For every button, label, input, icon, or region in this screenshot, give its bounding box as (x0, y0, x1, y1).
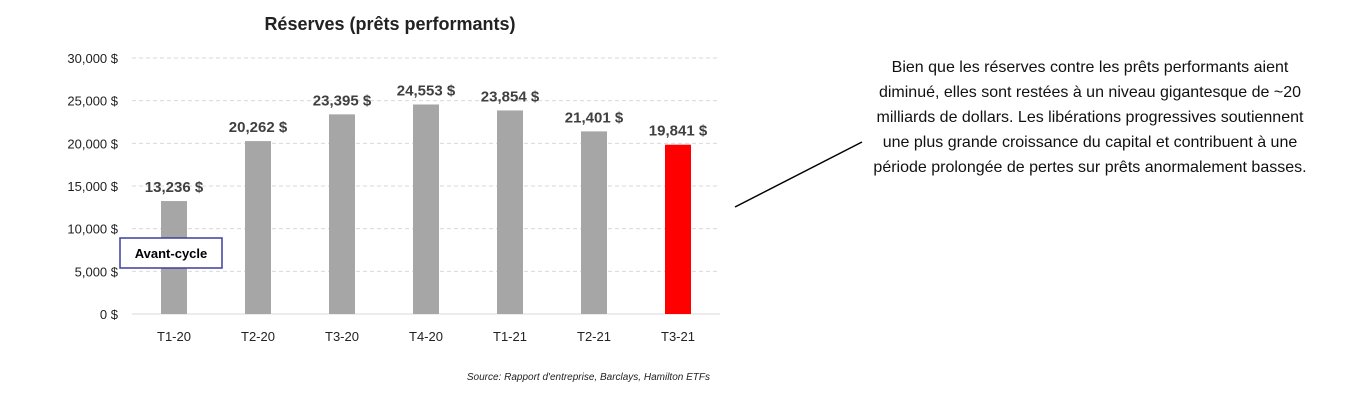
bar-t3-20 (329, 114, 355, 314)
y-tick-label: 30,000 $ (67, 51, 118, 66)
bar-t3-21 (665, 144, 691, 314)
data-label: 23,395 $ (313, 92, 372, 109)
x-tick-label: T4-20 (409, 329, 443, 344)
bar-t4-20 (413, 104, 439, 314)
bar-t2-21 (581, 131, 607, 314)
chart-title: Réserves (prêts performants) (264, 14, 515, 34)
x-tick-label: T1-21 (493, 329, 527, 344)
x-tick-label: T3-21 (661, 329, 695, 344)
y-tick-label: 15,000 $ (67, 179, 118, 194)
source-note: Source: Rapport d'entreprise, Barclays, … (467, 372, 710, 383)
bar-t1-21 (497, 110, 523, 315)
commentary-text: Bien que les réserves contre les prêts p… (873, 59, 1307, 176)
annotation-frame (119, 237, 223, 269)
y-tick-label: 20,000 $ (67, 136, 118, 151)
callout-line (734, 141, 863, 208)
x-tick-label: T2-20 (241, 329, 275, 344)
data-label: 23,854 $ (481, 88, 540, 105)
annotation-label: Avant-cycle (135, 246, 208, 261)
avant-cycle-box: Avant-cycle (119, 237, 223, 269)
data-label: 24,553 $ (397, 82, 456, 99)
data-labels: 13,236 $ 20,262 $ 23,395 $ 24,553 $ 23,854 $… (145, 82, 708, 196)
x-tick-label: T3-20 (325, 329, 359, 344)
data-label: 13,236 $ (145, 179, 204, 196)
x-axis-ticks: T1-20 T2-20 T3-20 T4-20 T1-21 T2-21 T3-21 (157, 329, 695, 344)
x-tick-label: T2-21 (577, 329, 611, 344)
data-label: 20,262 $ (229, 119, 288, 136)
y-tick-label: 10,000 $ (67, 222, 118, 237)
y-tick-label: 0 $ (100, 307, 119, 322)
annotation: Avant-cycle (119, 237, 223, 269)
y-tick-label: 25,000 $ (67, 94, 118, 109)
data-label: 21,401 $ (565, 109, 624, 126)
y-tick-label: 5,000 $ (75, 264, 119, 279)
bar-t2-20 (245, 141, 271, 314)
y-axis-ticks: 0 $ 5,000 $ 10,000 $ 15,000 $ 20,000 $ 25,000… (67, 51, 118, 322)
x-tick-label: T1-20 (157, 329, 191, 344)
data-label: 19,841 $ (649, 123, 708, 140)
